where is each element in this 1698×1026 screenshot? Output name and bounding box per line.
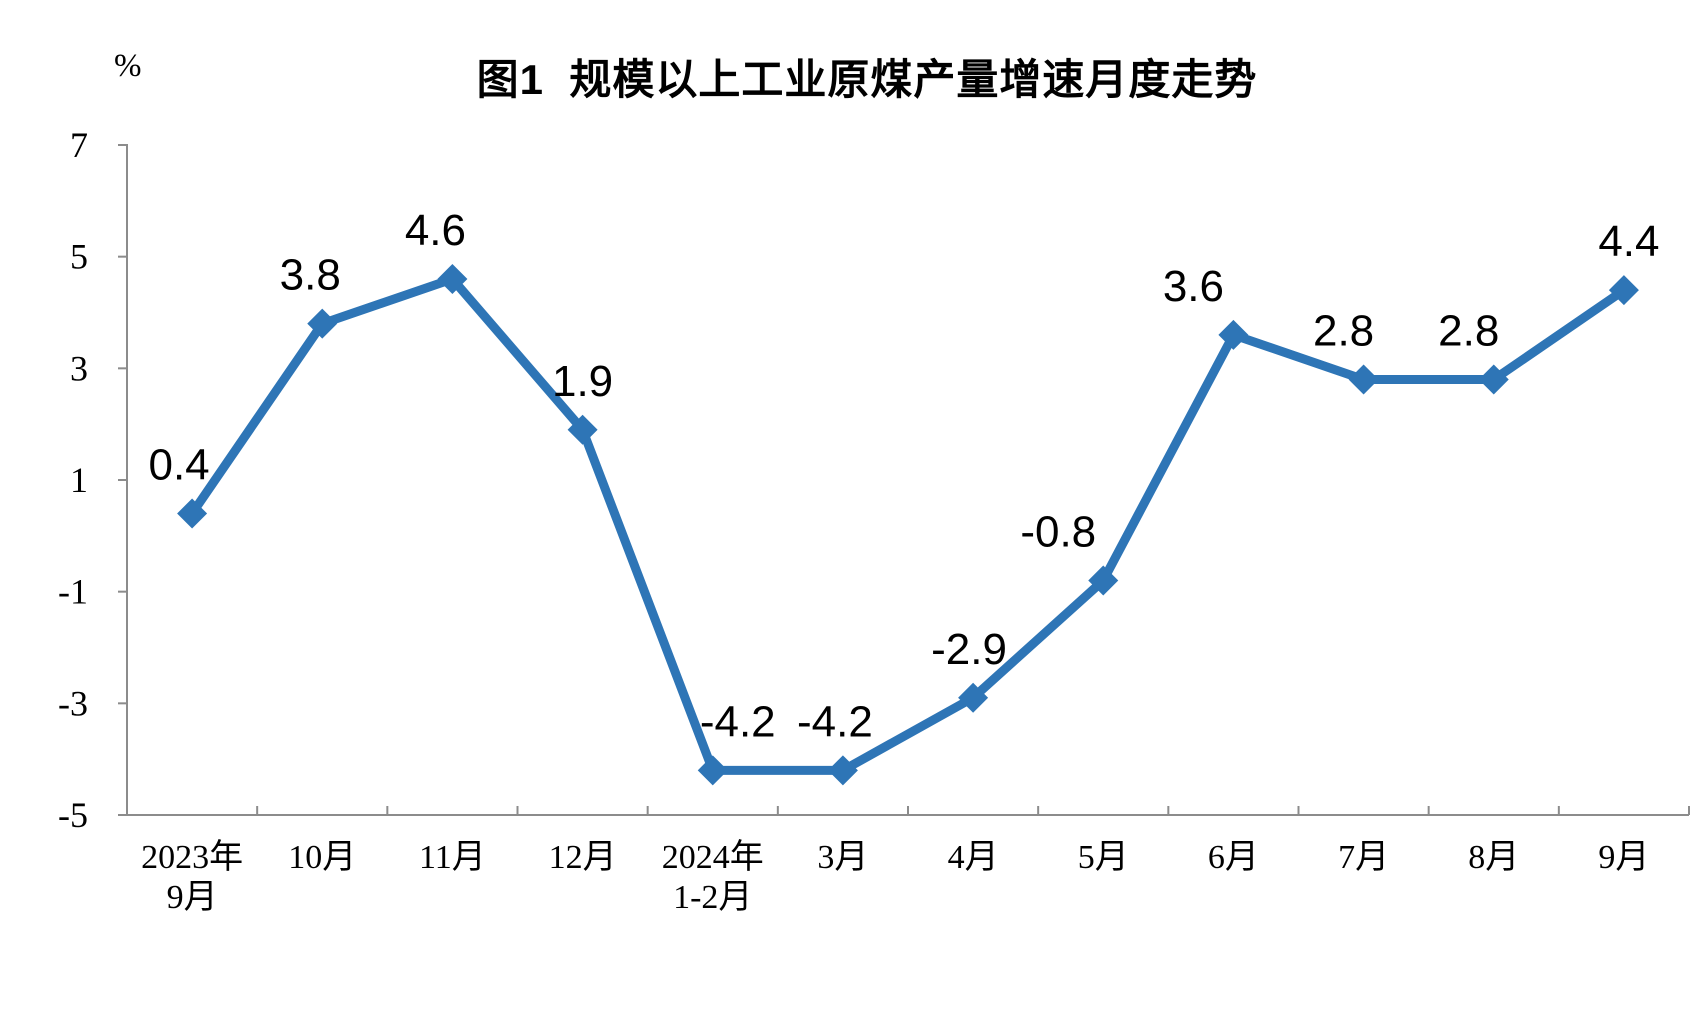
y-tick-label: 7 [70,125,88,165]
data-label: 3.6 [1163,262,1224,311]
x-category-label: 12月 [549,839,617,876]
data-label: 2.8 [1438,307,1499,356]
data-point-marker [307,308,338,339]
x-category-label: 5月 [1078,839,1129,876]
chart-title: 图1 规模以上工业原煤产量增速月度走势 [476,56,1258,103]
y-tick-label: -3 [58,683,88,723]
y-tick-label: 3 [70,348,88,388]
data-label: -2.9 [931,625,1007,674]
data-label: 0.4 [148,441,209,490]
data-point-marker [1218,319,1249,350]
y-tick-label: -1 [58,572,88,612]
x-category-label: 8月 [1468,839,1519,876]
x-category-label: 11月 [419,839,486,876]
data-point-marker [437,264,468,294]
data-label: 4.4 [1598,217,1659,266]
data-point-marker [1608,275,1639,306]
data-line [187,274,1629,775]
y-tick-label: 5 [70,237,88,277]
x-category-label: 2024年 1-2月 [662,838,764,916]
x-category-label: 9月 [1598,839,1649,876]
data-point-marker [567,414,598,445]
x-category-label: 2023年 9月 [141,838,243,916]
data-point-marker [1088,565,1119,596]
data-label: 1.9 [552,357,613,406]
y-axis-unit-label: % [114,48,142,84]
data-point-marker [1348,364,1379,395]
data-label: 4.6 [405,206,466,255]
data-point-marker [177,498,208,529]
data-point-marker [827,755,858,786]
data-point-marker [958,682,989,713]
x-category-label: 3月 [817,839,868,876]
data-label: -4.2 [797,697,873,746]
y-tick-label: 1 [70,460,88,500]
x-category-label: 6月 [1208,839,1259,876]
data-label: 2.8 [1313,307,1374,356]
y-tick-label: -5 [58,795,88,835]
data-label: -0.8 [1020,508,1096,557]
data-label: -4.2 [700,697,776,746]
data-point-marker [697,755,728,786]
data-label: 3.8 [280,251,341,300]
x-category-label: 10月 [288,839,356,876]
data-point-marker [1478,364,1509,395]
x-category-label: 7月 [1338,839,1389,876]
x-category-label: 4月 [948,839,999,876]
